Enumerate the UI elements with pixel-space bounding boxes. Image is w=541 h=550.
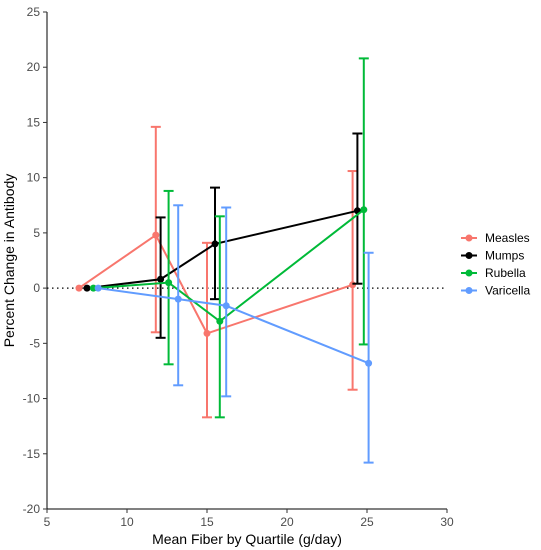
data-point (157, 275, 165, 283)
y-tick-label: 25 (27, 5, 41, 19)
x-tick-label: 15 (200, 515, 214, 529)
plot-area (47, 57, 447, 464)
x-tick-label: 5 (44, 515, 51, 529)
y-axis-title: Percent Change in Antibody (1, 174, 17, 348)
data-point (174, 295, 182, 303)
data-point (83, 284, 91, 292)
data-point (222, 302, 230, 310)
series-mumps (83, 132, 363, 339)
data-point (216, 317, 224, 325)
legend-marker (465, 252, 473, 259)
data-point (360, 206, 368, 214)
y-tick-label: 5 (33, 226, 40, 240)
axes: 5 10 15 20 25 30 -20 -15 -10 -5 0 5 10 15 20 25 Mean F… (1, 5, 454, 547)
legend-label: Mumps (485, 249, 524, 263)
legend-item-varicella: Varicella (461, 284, 530, 298)
series-line (78, 233, 353, 335)
legend-label: Rubella (485, 266, 526, 280)
data-point (75, 284, 83, 292)
series-rubella (89, 57, 369, 419)
data-point (89, 284, 97, 292)
legend-item-rubella: Rubella (461, 266, 526, 280)
x-axis-ticks: 5 10 15 20 25 30 (44, 509, 454, 529)
y-tick-label: 20 (27, 60, 41, 74)
data-point (94, 284, 102, 292)
y-tick-label: -5 (29, 336, 40, 350)
legend: Measles Mumps Rubella Varicella (461, 231, 530, 298)
data-point (165, 279, 173, 287)
y-axis-ticks: -20 -15 -10 -5 0 5 10 15 20 25 (23, 5, 47, 516)
data-point (349, 281, 357, 289)
x-axis-title: Mean Fiber by Quartile (g/day) (152, 531, 342, 547)
data-point (365, 359, 373, 367)
series-line (98, 287, 369, 365)
legend-marker (465, 234, 473, 242)
series-measles (75, 125, 358, 419)
y-tick-label: 10 (27, 171, 41, 185)
legend-marker (465, 269, 473, 277)
series-line (86, 209, 358, 290)
series-varicella (94, 204, 374, 464)
legend-item-mumps: Mumps (461, 249, 524, 263)
legend-label: Measles (485, 231, 530, 245)
data-point (203, 329, 211, 337)
legend-item-measles: Measles (461, 231, 530, 245)
legend-label: Varicella (485, 284, 530, 298)
x-tick-label: 20 (280, 515, 294, 529)
series-layer (75, 57, 374, 464)
x-tick-label: 25 (360, 515, 374, 529)
y-tick-label: -15 (23, 447, 41, 461)
x-tick-label: 10 (120, 515, 134, 529)
legend-marker (465, 287, 473, 294)
y-tick-label: 15 (27, 115, 41, 129)
y-tick-label: 0 (33, 281, 40, 295)
data-point (152, 231, 160, 239)
data-point (211, 240, 219, 248)
x-tick-label: 30 (440, 515, 454, 529)
y-tick-label: -10 (23, 392, 41, 406)
y-tick-label: -20 (23, 502, 41, 516)
